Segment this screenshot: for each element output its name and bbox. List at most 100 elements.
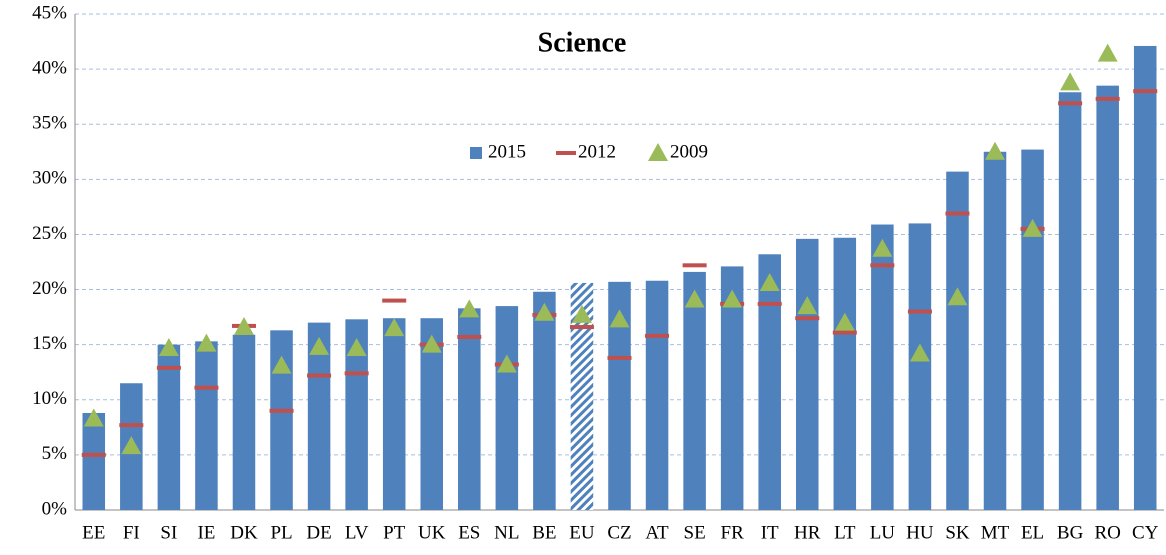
bar xyxy=(758,254,781,510)
bar xyxy=(795,238,819,510)
y-tick-label: 40% xyxy=(32,57,67,78)
bar xyxy=(608,281,631,510)
marker-triangle xyxy=(271,355,292,374)
marker-dash xyxy=(682,263,707,268)
y-tick-label: 20% xyxy=(32,278,67,299)
x-tick-label: SI xyxy=(160,522,177,543)
legend-label: 2012 xyxy=(578,141,616,162)
x-tick-label: SE xyxy=(684,522,706,543)
bar xyxy=(720,266,744,510)
x-tick-label: LT xyxy=(834,522,856,543)
bar xyxy=(232,334,256,510)
x-tick-label: FI xyxy=(123,522,140,543)
x-tick-label: FR xyxy=(721,522,745,543)
legend-swatch xyxy=(556,151,576,155)
marker-dash xyxy=(1095,96,1120,101)
x-tick-label: HR xyxy=(794,522,821,543)
x-tick-label: HU xyxy=(906,522,934,543)
marker-triangle xyxy=(1060,72,1081,91)
bar xyxy=(1133,45,1157,510)
marker-triangle xyxy=(83,408,104,427)
legend-label: 2015 xyxy=(488,141,526,162)
x-tick-label: NL xyxy=(494,522,519,543)
x-tick-label: LU xyxy=(870,522,896,543)
marker-dash xyxy=(269,408,294,413)
bar xyxy=(195,341,218,510)
bar xyxy=(833,237,857,511)
bar xyxy=(495,306,519,510)
legend-label: 2009 xyxy=(670,141,708,162)
marker-triangle xyxy=(158,337,179,356)
marker-dash xyxy=(156,365,181,370)
marker-triangle xyxy=(196,333,217,352)
marker-dash xyxy=(945,211,970,216)
x-tick-label: EL xyxy=(1021,522,1044,543)
bar xyxy=(983,151,1007,510)
marker-triangle xyxy=(1022,218,1043,237)
marker-triangle xyxy=(797,296,818,315)
marker-triangle xyxy=(985,141,1006,160)
x-tick-label: PT xyxy=(383,522,406,543)
bar xyxy=(683,271,706,510)
marker-dash xyxy=(307,373,332,378)
marker-triangle xyxy=(496,354,517,373)
x-tick-label: RO xyxy=(1094,522,1120,543)
y-tick-label: 25% xyxy=(32,223,67,244)
legend-swatch xyxy=(470,147,482,159)
y-tick-label: 5% xyxy=(42,443,68,464)
x-tick-label: MT xyxy=(981,522,1010,543)
y-tick-label: 0% xyxy=(42,498,68,519)
marker-triangle xyxy=(571,304,592,323)
marker-dash xyxy=(1058,101,1083,106)
marker-triangle xyxy=(233,317,254,336)
marker-triangle xyxy=(722,289,743,308)
bar xyxy=(533,291,556,510)
x-tick-label: IE xyxy=(197,522,215,543)
y-tick-label: 45% xyxy=(32,2,67,23)
marker-dash xyxy=(607,355,632,360)
bar xyxy=(1058,92,1082,510)
x-tick-label: DK xyxy=(230,522,258,543)
bar xyxy=(307,322,331,510)
marker-triangle xyxy=(759,272,780,291)
bar xyxy=(946,171,969,510)
bar xyxy=(270,330,293,510)
x-tick-label: DE xyxy=(306,522,331,543)
marker-triangle xyxy=(909,343,930,362)
marker-dash xyxy=(81,452,106,457)
bar xyxy=(645,280,669,510)
marker-triangle xyxy=(834,312,855,331)
marker-dash xyxy=(832,330,857,335)
bar xyxy=(382,318,406,510)
marker-dash xyxy=(344,371,369,376)
x-tick-label: EU xyxy=(569,522,595,543)
marker-dash xyxy=(569,325,594,330)
bar xyxy=(157,344,181,510)
x-tick-label: UK xyxy=(418,522,446,543)
y-tick-label: 15% xyxy=(32,333,67,354)
marker-dash xyxy=(457,334,482,339)
marker-dash xyxy=(870,263,895,268)
bar xyxy=(420,318,444,510)
marker-dash xyxy=(795,316,820,321)
marker-dash xyxy=(119,423,144,428)
bar xyxy=(908,223,932,510)
marker-triangle xyxy=(459,299,480,318)
bar xyxy=(82,413,106,510)
y-tick-label: 30% xyxy=(32,168,67,189)
x-tick-label: BE xyxy=(532,522,556,543)
y-tick-label: 10% xyxy=(32,388,67,409)
x-tick-label: LV xyxy=(345,522,369,543)
marker-dash xyxy=(194,385,219,390)
marker-dash xyxy=(645,333,670,338)
x-tick-label: SK xyxy=(945,522,970,543)
marker-dash xyxy=(907,309,932,314)
x-tick-label: BG xyxy=(1057,522,1084,543)
marker-triangle xyxy=(346,337,367,356)
bar xyxy=(1096,85,1119,511)
marker-triangle xyxy=(421,334,442,353)
chart-title: Science xyxy=(538,27,627,58)
bar xyxy=(570,282,594,510)
bar xyxy=(1021,149,1044,510)
x-tick-label: ES xyxy=(458,522,480,543)
